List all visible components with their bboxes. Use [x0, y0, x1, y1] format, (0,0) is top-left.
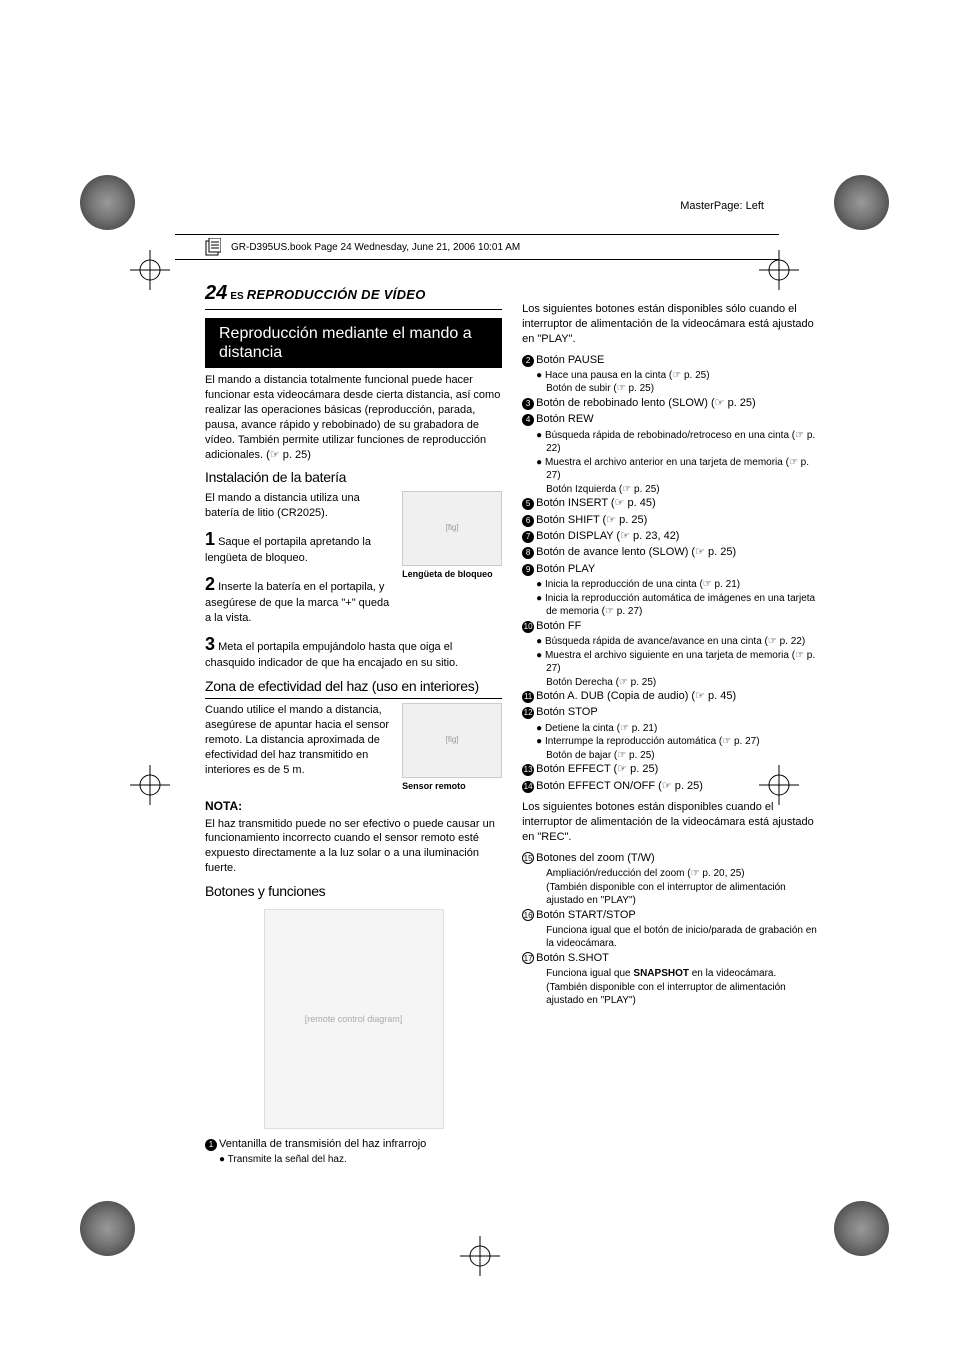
page-header: 24 ES REPRODUCCIÓN DE VÍDEO	[205, 280, 502, 310]
book-info-bar: GR-D395US.book Page 24 Wednesday, June 2…	[175, 234, 779, 260]
battery-install-title: Instalación de la batería	[205, 468, 502, 487]
btn-stop-sub2: ● Interrumpe la reproducción automática …	[522, 735, 819, 749]
page-lang: ES	[230, 291, 243, 302]
btn-zoom-sub2: (También disponible con el interruptor d…	[522, 881, 819, 908]
left-column: 24 ES REPRODUCCIÓN DE VÍDEO Reproducción…	[205, 280, 502, 1167]
decorative-circle	[80, 175, 135, 230]
btn-pause-sub2: Botón de subir (☞ p. 25)	[522, 382, 819, 396]
remote-diagram: [remote control diagram]	[264, 909, 444, 1129]
btn-adub: 11Botón A. DUB (Copia de audio) (☞ p. 45…	[522, 689, 819, 704]
sensor-figure-caption: Sensor remoto	[402, 780, 502, 792]
battery-figure-caption: Lengüeta de bloqueo	[402, 568, 502, 580]
btn-slow-fwd: 8Botón de avance lento (SLOW) (☞ p. 25)	[522, 545, 819, 560]
rec-intro: Los siguientes botones están disponibles…	[522, 800, 819, 845]
btn-sshot-sub2: (También disponible con el interruptor d…	[522, 981, 819, 1008]
btn-shift: 6Botón SHIFT (☞ p. 25)	[522, 513, 819, 528]
battery-figure: [fig]	[402, 491, 502, 566]
book-info-text: GR-D395US.book Page 24 Wednesday, June 2…	[231, 242, 520, 253]
btn-start: 16Botón START/STOP	[522, 908, 819, 923]
btn-stop-sub1: ● Detiene la cinta (☞ p. 21)	[522, 722, 819, 736]
btn-display: 7Botón DISPLAY (☞ p. 23, 42)	[522, 529, 819, 544]
btn-ff-sub3: Botón Derecha (☞ p. 25)	[522, 676, 819, 690]
decorative-circle	[834, 1201, 889, 1256]
right-column: Los siguientes botones están disponibles…	[522, 280, 819, 1167]
btn-stop: 12Botón STOP	[522, 705, 819, 720]
step-1: 1 Saque el portapila apretando la lengüe…	[205, 527, 394, 566]
buttons-functions-title: Botones y funciones	[205, 882, 502, 901]
btn-sshot-sub1: Funciona igual que SNAPSHOT en la videoc…	[522, 967, 819, 981]
beam-zone-text: Cuando utilice el mando a distancia, ase…	[205, 703, 394, 777]
decorative-circle	[80, 1201, 135, 1256]
btn-zoom: 15Botones del zoom (T/W)	[522, 851, 819, 866]
btn-stop-sub3: Botón de bajar (☞ p. 25)	[522, 749, 819, 763]
btn-play-sub2: ● Inicia la reproducción automática de i…	[522, 592, 819, 619]
btn-slow-rew: 3Botón de rebobinado lento (SLOW) (☞ p. …	[522, 396, 819, 411]
btn-play: 9Botón PLAY	[522, 562, 819, 577]
btn-sshot: 17Botón S.SHOT	[522, 951, 819, 966]
book-icon	[205, 238, 221, 256]
battery-intro: El mando a distancia utiliza una batería…	[205, 491, 394, 521]
section-title: REPRODUCCIÓN DE VÍDEO	[247, 287, 426, 302]
registration-mark-icon	[759, 765, 799, 805]
right-intro: Los siguientes botones están disponibles…	[522, 302, 819, 347]
beam-zone-title: Zona de efectividad del haz (uso en inte…	[205, 677, 502, 699]
nota-text: El haz transmitido puede no ser efectivo…	[205, 817, 502, 876]
decorative-circle	[834, 175, 889, 230]
btn-insert: 5Botón INSERT (☞ p. 45)	[522, 496, 819, 511]
master-page-label: MasterPage: Left	[680, 200, 764, 212]
page-number: 24	[205, 282, 227, 304]
item-1-sub: ● Transmite la señal del haz.	[205, 1153, 502, 1167]
sensor-figure: [fig]	[402, 703, 502, 778]
registration-mark-icon	[130, 250, 170, 290]
step-2: 2 Inserte la batería en el portapila, y …	[205, 572, 394, 626]
btn-rew-sub2: ● Muestra el archivo anterior en una tar…	[522, 456, 819, 483]
btn-pause-sub1: ● Hace una pausa en la cinta (☞ p. 25)	[522, 369, 819, 383]
item-1: 1Ventanilla de transmisión del haz infra…	[205, 1137, 502, 1152]
btn-start-sub1: Funciona igual que el botón de inicio/pa…	[522, 924, 819, 951]
btn-play-sub1: ● Inicia la reproducción de una cinta (☞…	[522, 578, 819, 592]
btn-ff-sub1: ● Búsqueda rápida de avance/avance en un…	[522, 635, 819, 649]
intro-text: El mando a distancia totalmente funciona…	[205, 373, 502, 462]
registration-mark-icon	[130, 765, 170, 805]
btn-zoom-sub1: Ampliación/reducción del zoom (☞ p. 20, …	[522, 867, 819, 881]
btn-pause: 2Botón PAUSE	[522, 353, 819, 368]
main-title: Reproducción mediante el mando a distanc…	[205, 318, 502, 368]
btn-rew: 4Botón REW	[522, 412, 819, 427]
registration-mark-icon	[460, 1236, 500, 1276]
nota-label: NOTA:	[205, 798, 502, 814]
btn-ff-sub2: ● Muestra el archivo siguiente en una ta…	[522, 649, 819, 676]
step-3: 3 Meta el portapila empujándolo hasta qu…	[205, 632, 502, 671]
btn-rew-sub3: Botón Izquierda (☞ p. 25)	[522, 483, 819, 497]
btn-ff: 10Botón FF	[522, 619, 819, 634]
btn-rew-sub1: ● Búsqueda rápida de rebobinado/retroces…	[522, 429, 819, 456]
